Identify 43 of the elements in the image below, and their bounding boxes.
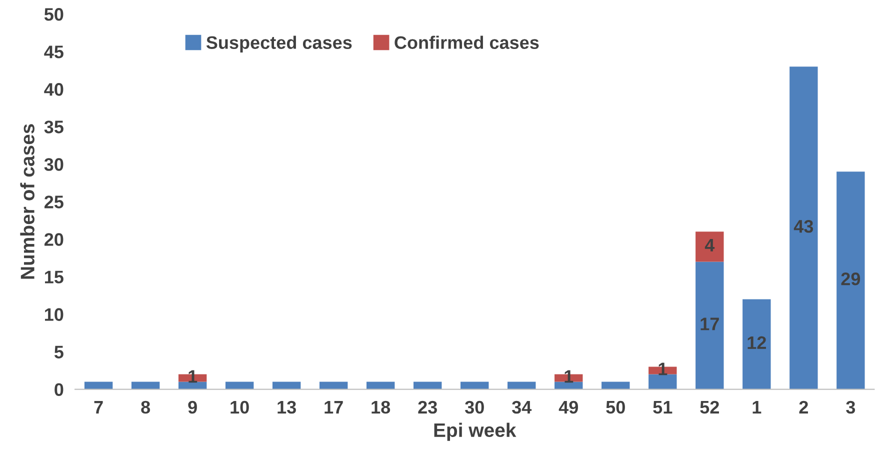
bar — [696, 232, 724, 262]
y-tick-label: 0 — [54, 383, 64, 396]
data-label: 4 — [704, 238, 715, 252]
x-tick-label: 50 — [606, 400, 625, 414]
x-tick-label: 9 — [188, 400, 197, 414]
x-tick-label: 52 — [700, 400, 719, 414]
y-tick-label: 50 — [44, 8, 64, 21]
y-tick-label: 40 — [44, 83, 64, 96]
x-tick-label: 10 — [230, 400, 249, 414]
bar — [742, 299, 771, 390]
y-tick-label: 10 — [45, 308, 64, 321]
y-tick-label: 45 — [44, 46, 64, 58]
x-tick-label: 23 — [418, 400, 437, 414]
data-label: 29 — [841, 272, 860, 286]
x-tick-label: 8 — [141, 400, 150, 414]
x-tick-label: 3 — [846, 400, 856, 414]
x-tick-label: 30 — [464, 400, 484, 414]
data-label: 12 — [748, 336, 766, 349]
y-axis-title: Number of cases — [20, 124, 34, 279]
legend-label: Confirmed cases — [394, 36, 539, 49]
x-tick-label: 49 — [558, 400, 578, 414]
data-label: 17 — [700, 318, 719, 330]
y-tick-label: 20 — [44, 233, 64, 246]
x-tick-label: 1 — [752, 401, 762, 414]
y-tick-label: 35 — [44, 120, 64, 134]
y-tick-label: 15 — [45, 270, 64, 284]
bar — [696, 262, 724, 390]
x-tick-label: 7 — [94, 401, 103, 414]
x-tick-label: 51 — [653, 401, 672, 414]
y-tick-label: 30 — [44, 158, 64, 171]
legend-label: Suspected cases — [206, 36, 352, 53]
y-tick-label: 25 — [44, 196, 64, 208]
bar — [790, 66, 818, 390]
x-tick-label: 34 — [512, 400, 532, 414]
x-tick-label: 2 — [799, 400, 808, 414]
x-tick-label: 17 — [324, 401, 343, 414]
bar — [648, 374, 677, 390]
y-tick-label: 5 — [54, 346, 64, 358]
x-tick-label: 13 — [278, 400, 296, 414]
bar — [836, 172, 865, 390]
x-axis-title: Epi week — [434, 422, 516, 441]
x-tick-label: 18 — [372, 400, 390, 414]
data-label: 43 — [794, 220, 814, 233]
